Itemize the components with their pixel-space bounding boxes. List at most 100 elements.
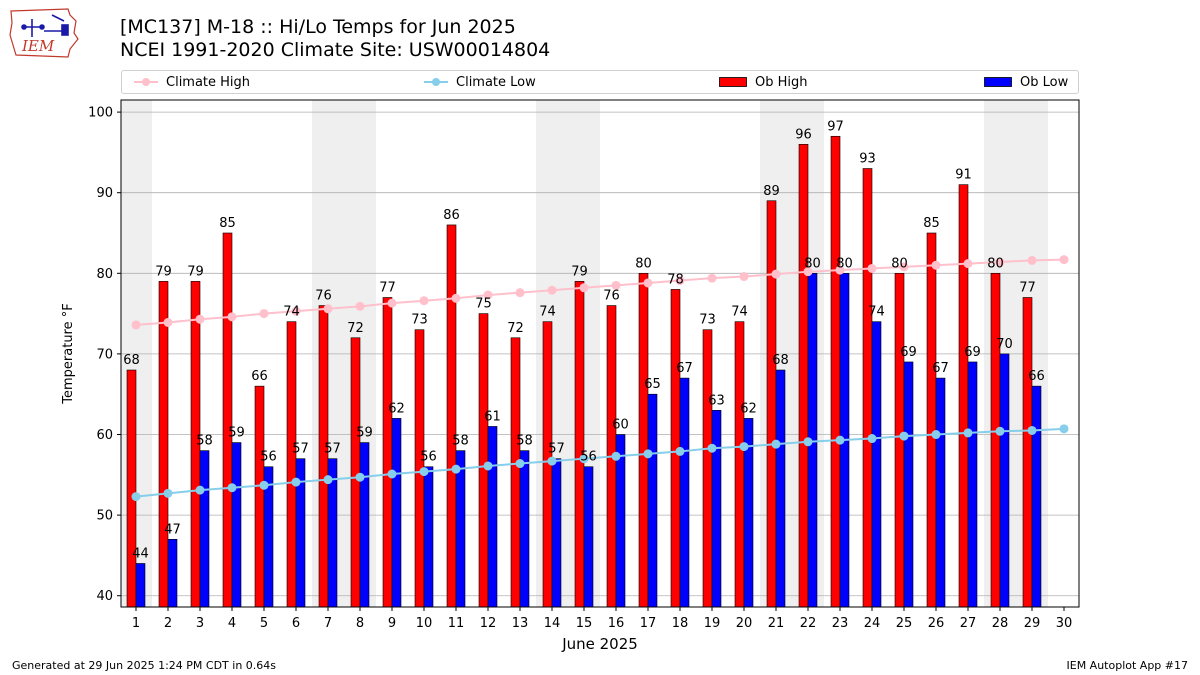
- climate-high-point: [387, 298, 397, 308]
- x-tick-label: 27: [960, 616, 977, 631]
- bar-ob-high: [350, 337, 361, 608]
- bar-ob-high: [382, 297, 393, 608]
- y-tick-label: 90: [96, 186, 113, 201]
- x-tick-label: 1: [132, 616, 140, 631]
- climate-high-point: [227, 312, 237, 322]
- x-tick-label: 21: [768, 616, 785, 631]
- data-label-high: 79: [571, 264, 588, 279]
- data-label-high: 91: [955, 168, 972, 183]
- climate-high-line: [135, 258, 1065, 326]
- data-label-low: 59: [228, 426, 245, 441]
- data-label-low: 58: [516, 434, 533, 449]
- climate-high-point: [547, 285, 557, 295]
- climate-low-point: [387, 469, 397, 479]
- bar-ob-high: [766, 200, 777, 608]
- climate-high-point: [451, 293, 461, 303]
- climate-low-point: [131, 492, 141, 502]
- y-tick-label: 80: [96, 267, 113, 282]
- bar-ob-low: [519, 450, 530, 608]
- y-axis-label: Temperature °F: [61, 303, 76, 404]
- weather-station-icon: [21, 14, 69, 37]
- climate-low-point: [899, 431, 909, 441]
- data-label-low: 56: [420, 450, 437, 465]
- legend-item-ob-high: Ob High: [719, 71, 808, 93]
- legend-swatch-line-pink: [134, 78, 158, 86]
- data-label-low: 57: [324, 442, 341, 457]
- bar-ob-low: [871, 321, 882, 608]
- data-label-low: 63: [708, 393, 725, 408]
- data-label-high: 85: [219, 216, 236, 231]
- climate-high-point: [579, 283, 589, 293]
- data-label-high: 77: [1019, 280, 1036, 295]
- climate-low-point: [547, 456, 557, 466]
- bar-ob-high: [830, 135, 841, 608]
- climate-high-point: [163, 317, 173, 327]
- climate-high-point: [483, 290, 493, 300]
- bar-ob-high: [990, 272, 1001, 608]
- data-label-low: 60: [612, 418, 629, 433]
- bar-ob-high: [158, 281, 169, 608]
- data-label-low: 74: [868, 305, 885, 320]
- data-label-high: 93: [859, 152, 876, 167]
- x-tick-label: 9: [388, 616, 396, 631]
- y-tick-label: 70: [96, 347, 113, 362]
- climate-high-point: [675, 276, 685, 286]
- x-tick-label: 24: [864, 616, 881, 631]
- x-tick-label: 7: [324, 616, 332, 631]
- data-label-high: 74: [539, 305, 556, 320]
- data-label-low: 66: [1028, 369, 1045, 384]
- data-label-high: 73: [411, 313, 428, 328]
- climate-low-point: [259, 480, 269, 490]
- y-tick-label: 50: [96, 509, 113, 524]
- climate-high-point: [771, 269, 781, 279]
- climate-low-point: [931, 430, 941, 440]
- climate-high-point: [195, 314, 205, 324]
- climate-high-point: [323, 304, 333, 314]
- bar-ob-low: [967, 361, 978, 608]
- bar-ob-low: [711, 410, 722, 608]
- climate-low-point: [579, 454, 589, 464]
- data-label-high: 75: [475, 297, 492, 312]
- y-tick-label: 100: [88, 106, 113, 121]
- x-tick-label: 29: [1024, 616, 1041, 631]
- bar-ob-low: [647, 393, 658, 608]
- climate-high-point: [931, 260, 941, 270]
- climate-low-point: [515, 459, 525, 469]
- climate-low-point: [419, 467, 429, 477]
- data-label-high: 89: [763, 184, 780, 199]
- data-label-high: 80: [891, 256, 908, 271]
- data-label-low: 69: [900, 345, 917, 360]
- climate-high-point: [259, 309, 269, 319]
- data-label-low: 58: [196, 434, 213, 449]
- climate-high-point: [291, 306, 301, 316]
- bar-ob-high: [862, 168, 873, 608]
- climate-low-point: [643, 449, 653, 459]
- climate-low-point: [227, 483, 237, 493]
- data-label-low: 70: [996, 337, 1013, 352]
- data-label-high: 78: [667, 272, 684, 287]
- bar-ob-high: [638, 272, 649, 608]
- x-tick-label: 28: [992, 616, 1009, 631]
- climate-high-point: [899, 262, 909, 272]
- bar-ob-low: [487, 426, 498, 608]
- data-label-low: 67: [932, 361, 949, 376]
- climate-low-point: [483, 461, 493, 471]
- bar-ob-high: [478, 313, 489, 608]
- bar-ob-low: [455, 450, 466, 608]
- plot-frame: [120, 99, 1080, 608]
- data-label-high: 97: [827, 119, 844, 134]
- data-label-high: 80: [987, 256, 1004, 271]
- climate-low-point: [867, 434, 877, 444]
- bar-ob-low: [935, 377, 946, 608]
- bar-ob-high: [574, 281, 585, 608]
- data-label-high: 76: [315, 289, 332, 304]
- data-label-low: 56: [260, 450, 277, 465]
- data-label-high: 96: [795, 127, 812, 142]
- climate-high-point: [835, 265, 845, 275]
- legend-label: Climate High: [166, 74, 251, 90]
- x-tick-label: 30: [1056, 616, 1073, 631]
- logo-text: IEM: [21, 37, 55, 55]
- bar-ob-high: [798, 144, 809, 608]
- legend-label: Ob Low: [1020, 74, 1069, 90]
